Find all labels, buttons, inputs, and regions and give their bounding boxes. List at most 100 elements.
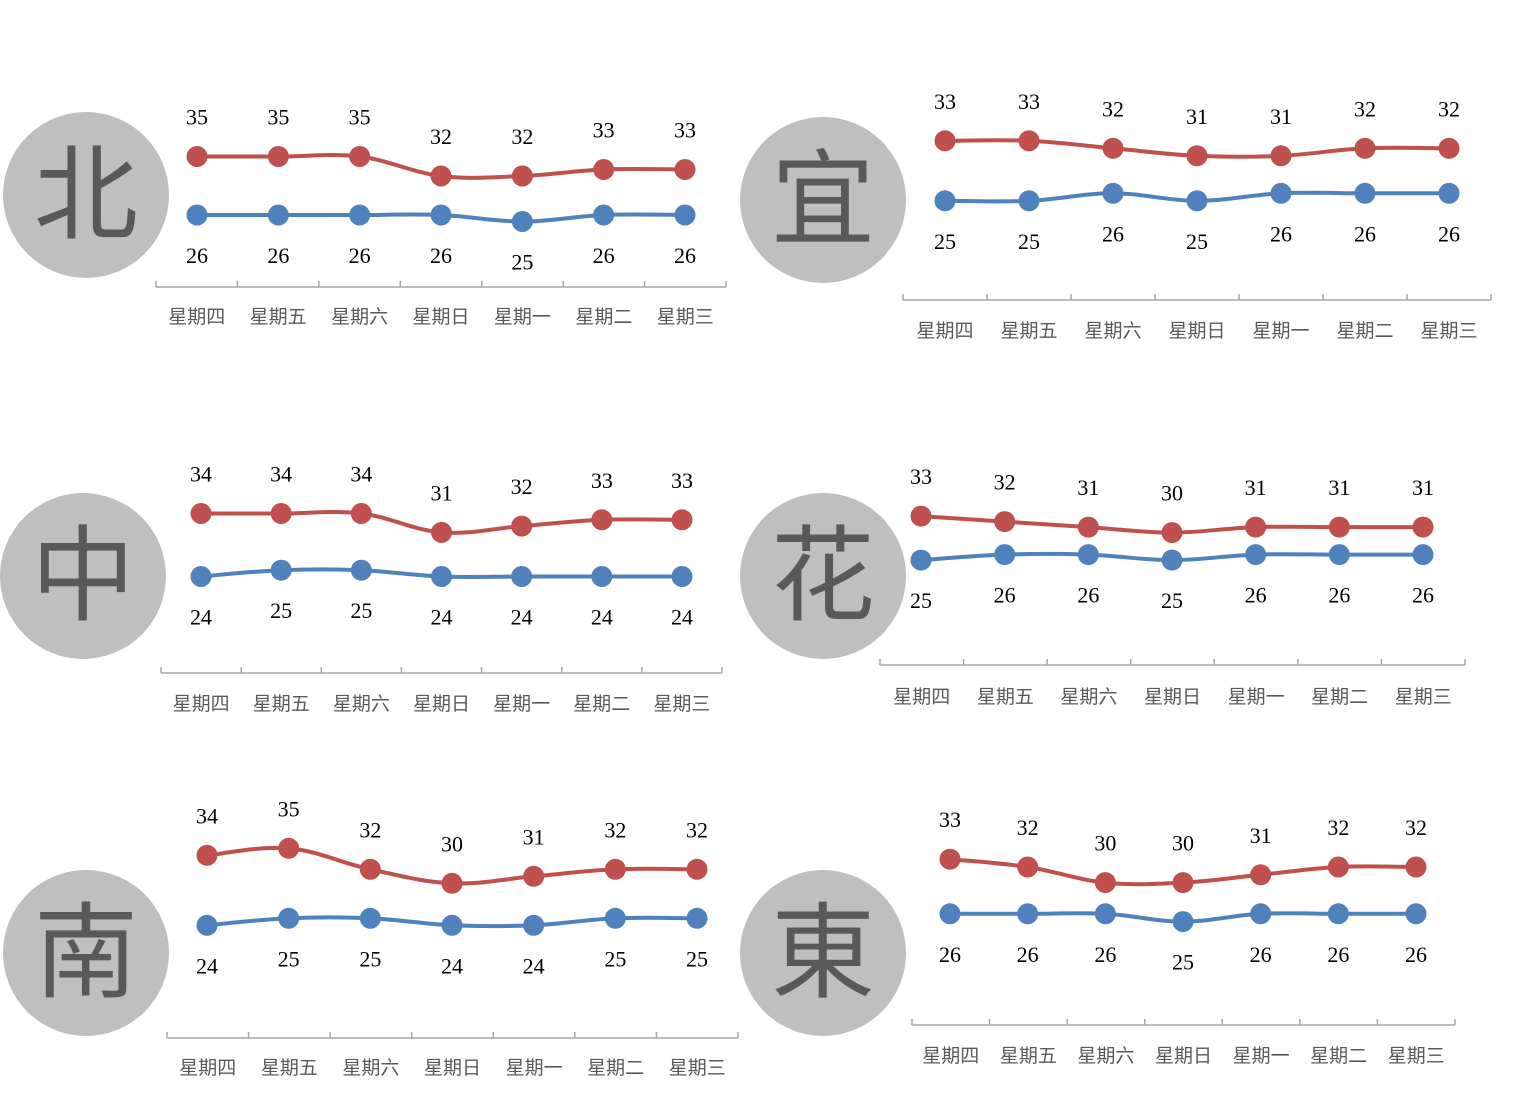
x-tick-label: 星期一 xyxy=(506,1057,563,1079)
low-temp-point xyxy=(186,204,208,226)
x-tick-label: 星期四 xyxy=(168,306,225,328)
high-temp-point xyxy=(1186,145,1208,167)
high-temp-label: 31 xyxy=(1328,475,1350,500)
low-temp-point xyxy=(270,559,292,581)
low-temp-point xyxy=(441,914,463,936)
region-badge-hualien: 花 xyxy=(740,493,906,659)
high-temp-label: 33 xyxy=(1018,89,1040,114)
high-temp-label: 32 xyxy=(1102,96,1124,121)
x-tick-label: 星期日 xyxy=(424,1057,481,1079)
low-temp-point xyxy=(934,190,956,212)
high-temp-label: 33 xyxy=(910,464,932,489)
high-temp-point xyxy=(267,146,289,167)
low-temp-point xyxy=(1102,182,1124,204)
low-temp-label: 25 xyxy=(910,588,932,613)
low-temp-point xyxy=(671,566,693,587)
low-temp-point xyxy=(1094,903,1116,925)
x-tick-label: 星期五 xyxy=(977,686,1034,708)
low-temp-point xyxy=(1412,544,1434,566)
high-temp-point xyxy=(270,503,292,524)
low-temp-label: 25 xyxy=(1172,950,1194,975)
low-temp-point xyxy=(278,907,300,929)
high-temp-point xyxy=(430,165,452,187)
high-temp-label: 31 xyxy=(1250,823,1272,848)
high-temp-label: 32 xyxy=(1017,815,1039,840)
high-temp-point xyxy=(939,848,961,870)
low-temp-label: 25 xyxy=(934,229,956,254)
low-temp-label: 25 xyxy=(1186,229,1208,254)
high-temp-label: 32 xyxy=(430,124,452,149)
low-temp-label: 26 xyxy=(1412,583,1434,608)
high-temp-label: 32 xyxy=(1354,96,1376,121)
high-temp-point xyxy=(186,146,208,167)
x-tick-label: 星期一 xyxy=(1252,320,1309,342)
low-temp-point xyxy=(1438,182,1460,204)
low-temp-point xyxy=(910,549,932,571)
low-temp-label: 24 xyxy=(511,605,533,630)
low-temp-point xyxy=(267,204,289,226)
high-temp-label: 32 xyxy=(994,470,1016,495)
x-tick-label: 星期二 xyxy=(1311,686,1368,708)
high-temp-label: 34 xyxy=(270,462,292,487)
x-tick-label: 星期四 xyxy=(916,320,973,342)
low-temp-label: 24 xyxy=(591,605,613,630)
high-temp-label: 31 xyxy=(1245,475,1267,500)
x-tick-label: 星期二 xyxy=(575,306,632,328)
region-name-yilan: 宜 xyxy=(770,139,875,261)
low-temp-label: 26 xyxy=(430,243,452,268)
x-tick-label: 星期五 xyxy=(250,306,307,328)
high-temp-label: 33 xyxy=(671,468,693,493)
high-temp-point xyxy=(1354,137,1376,159)
high-temp-label: 32 xyxy=(1327,815,1349,840)
high-temp-point xyxy=(994,511,1016,533)
low-temp-label: 25 xyxy=(604,946,626,971)
high-temp-label: 32 xyxy=(604,817,626,842)
high-temp-point xyxy=(1245,516,1267,538)
low-temp-point xyxy=(674,204,696,226)
low-temp-point xyxy=(350,559,372,581)
low-temp-point xyxy=(591,566,613,587)
region-badge-north: 北 xyxy=(3,112,169,278)
high-temp-point xyxy=(511,515,533,537)
high-temp-point xyxy=(1328,516,1350,538)
high-temp-label: 35 xyxy=(267,105,289,130)
high-temp-label: 30 xyxy=(441,831,463,856)
low-temp-point xyxy=(939,903,961,925)
x-tick-label: 星期六 xyxy=(331,306,388,328)
x-tick-label: 星期日 xyxy=(1144,686,1201,708)
high-temp-point xyxy=(1270,145,1292,167)
high-temp-point xyxy=(1412,516,1434,538)
low-temp-label: 24 xyxy=(671,605,693,630)
low-temp-label: 26 xyxy=(939,942,961,967)
x-tick-label: 星期四 xyxy=(173,693,230,715)
high-temp-label: 35 xyxy=(186,105,208,130)
low-temp-label: 25 xyxy=(350,598,372,623)
high-temp-label: 35 xyxy=(349,105,371,130)
low-temp-point xyxy=(1327,903,1349,925)
high-temp-label: 32 xyxy=(1405,815,1427,840)
high-temp-point xyxy=(441,872,463,894)
high-temp-label: 31 xyxy=(1077,475,1099,500)
low-temp-label: 25 xyxy=(270,598,292,623)
high-temp-point xyxy=(278,837,300,859)
low-temp-point xyxy=(1270,182,1292,204)
low-temp-point xyxy=(349,204,371,226)
x-tick-label: 星期一 xyxy=(1228,686,1285,708)
x-tick-label: 星期一 xyxy=(1233,1045,1290,1067)
low-temp-label: 26 xyxy=(593,243,615,268)
region-name-south: 南 xyxy=(33,892,138,1014)
high-temp-point xyxy=(1327,856,1349,878)
high-temp-point xyxy=(359,858,381,880)
high-temp-point xyxy=(1250,864,1272,886)
high-temp-label: 34 xyxy=(350,462,372,487)
low-temp-label: 26 xyxy=(1250,942,1272,967)
high-temp-point xyxy=(196,844,218,866)
low-temp-point xyxy=(431,566,452,587)
low-temp-label: 26 xyxy=(1102,221,1124,246)
region-badge-east: 東 xyxy=(740,870,906,1036)
low-temp-point xyxy=(593,204,615,226)
high-temp-point xyxy=(674,159,696,180)
low-temp-label: 26 xyxy=(1328,583,1350,608)
